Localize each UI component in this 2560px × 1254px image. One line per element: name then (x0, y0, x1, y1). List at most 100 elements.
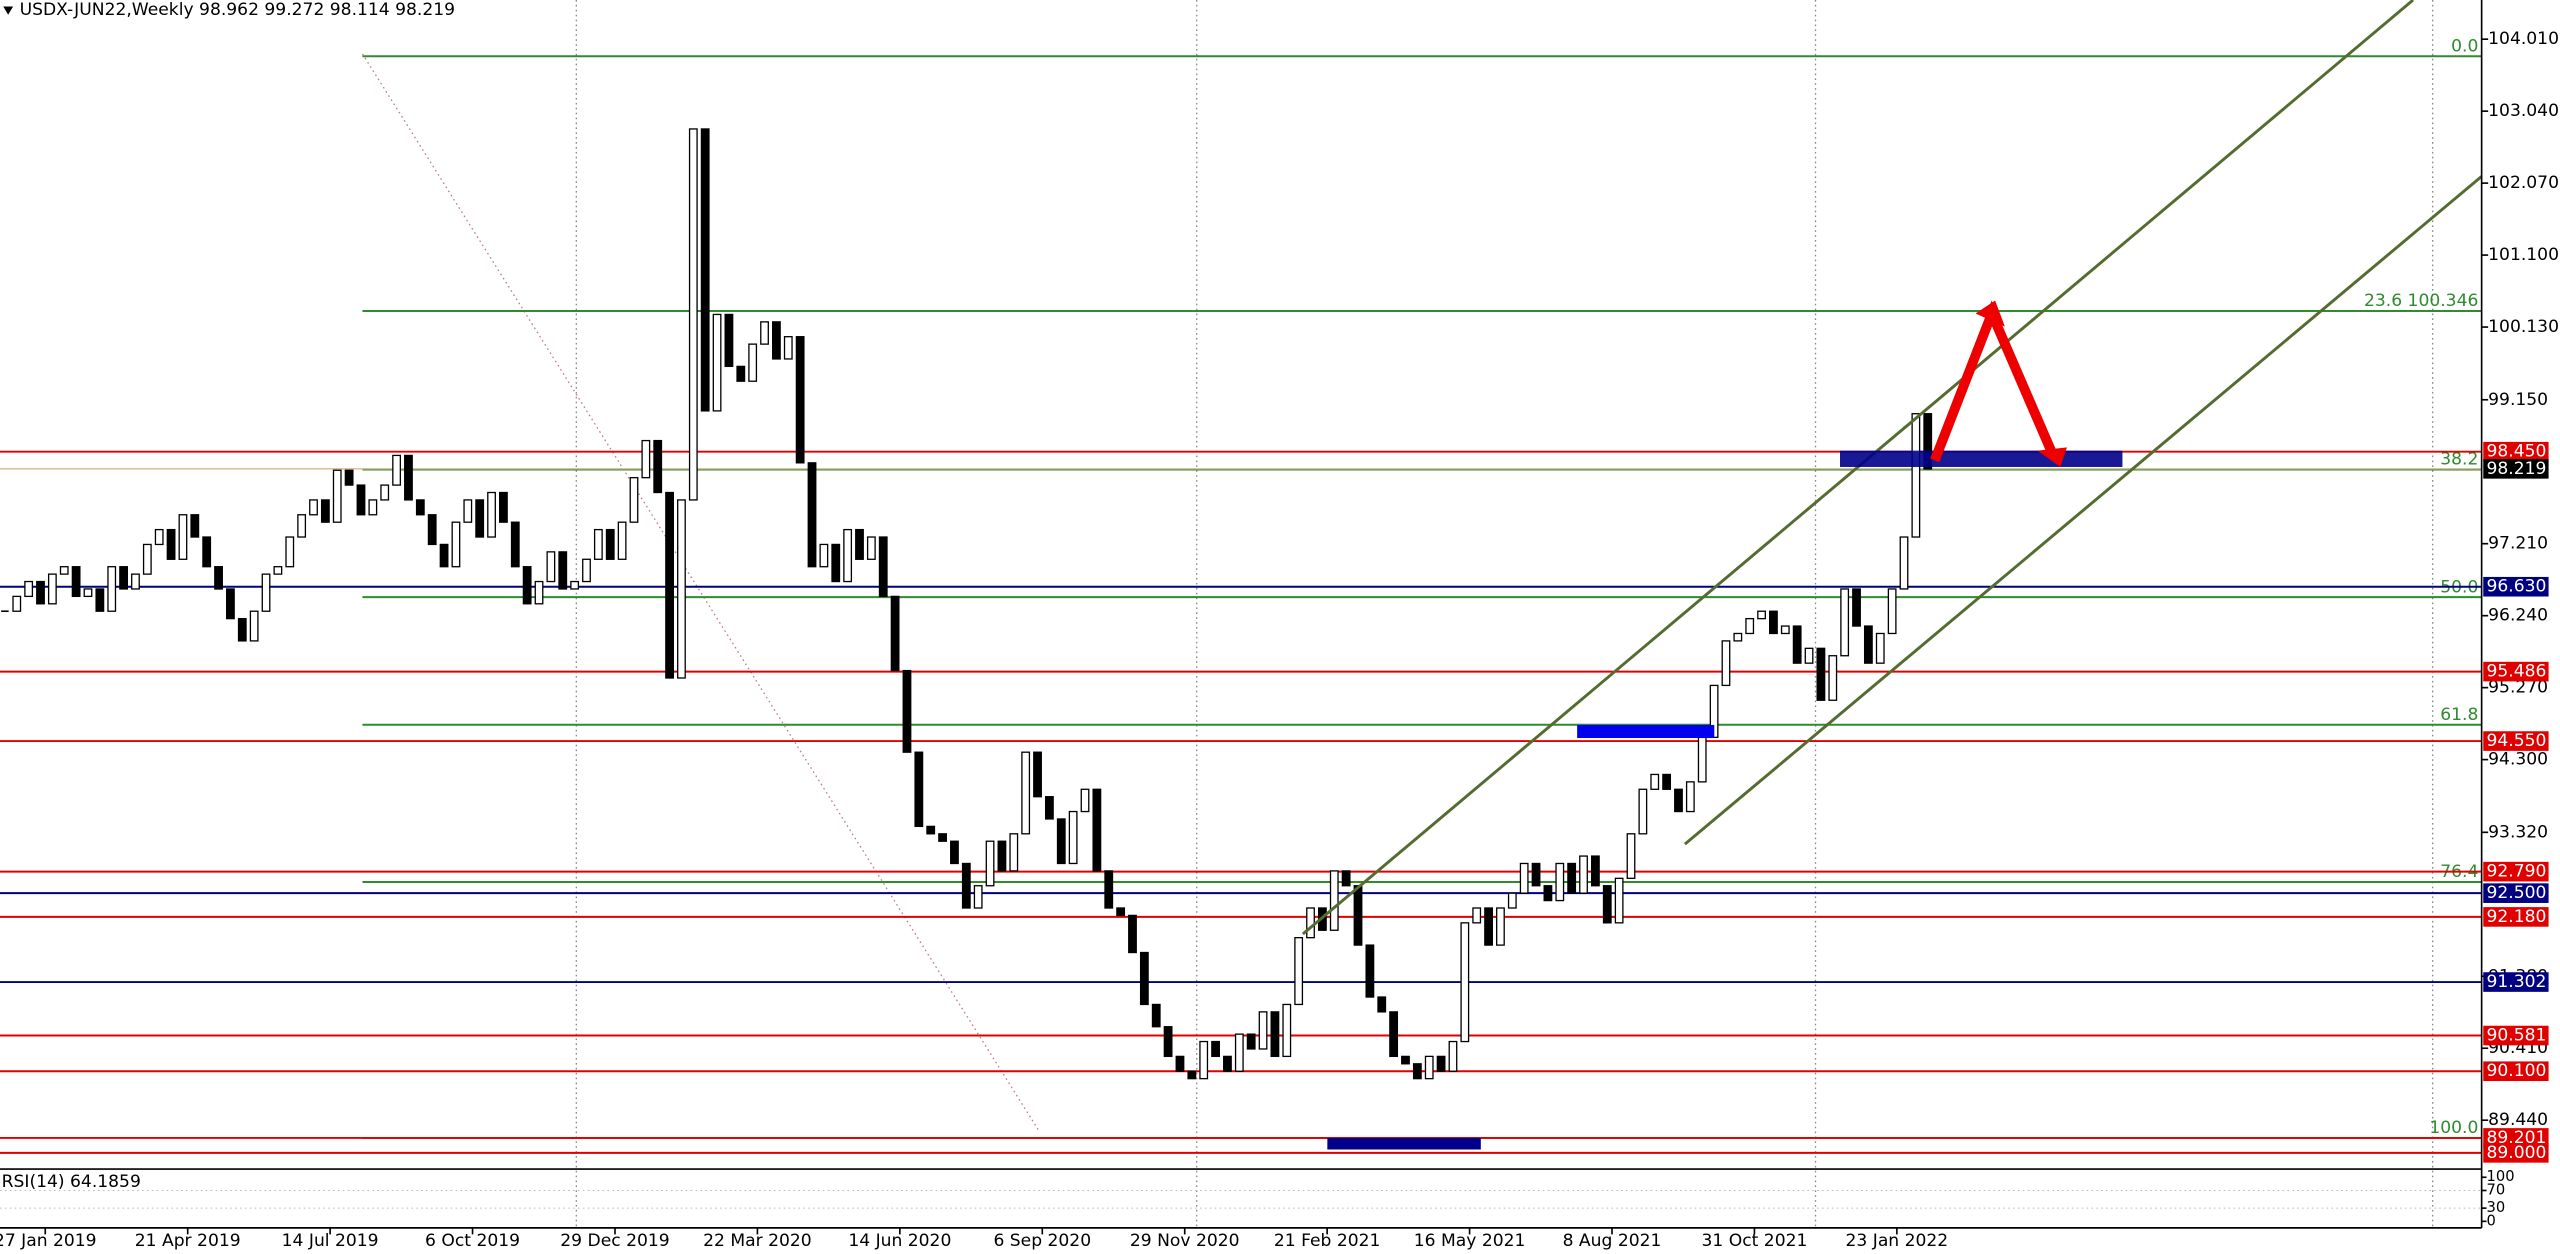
candle-body (546, 551, 556, 583)
candle-body (961, 862, 971, 909)
candle-body (1389, 1011, 1399, 1058)
level-label: 89.201 (2487, 1128, 2547, 1148)
candle-body (415, 499, 425, 516)
candle-body (499, 491, 508, 523)
current-price-label: 98.219 (2487, 459, 2547, 479)
candle-body (641, 439, 651, 479)
candle-body (1223, 1055, 1232, 1072)
fib-label: 100.0 (2429, 1118, 2478, 1138)
level-box (2483, 861, 2549, 882)
candle-body (582, 558, 591, 583)
candle-body (866, 536, 876, 560)
candle-body (487, 491, 496, 538)
zone (1327, 1138, 1481, 1150)
current-price-box (2483, 459, 2549, 479)
candle-body (1638, 788, 1648, 835)
candle-body (1911, 413, 1921, 538)
x-tick-label: 14 Jun 2020 (848, 1231, 951, 1251)
level-label: 92.790 (2487, 862, 2547, 882)
candle-body (1460, 922, 1470, 1043)
candle-body (1685, 781, 1695, 813)
candle-body (653, 439, 663, 494)
level-box (2483, 972, 2549, 992)
y-tick-label: 94.300 (2488, 750, 2548, 770)
candle-body (226, 588, 235, 620)
candle-body (1246, 1033, 1256, 1050)
candle-body (1329, 870, 1339, 931)
candle-body (700, 128, 710, 412)
x-tick-label: 14 Jul 2019 (282, 1231, 379, 1251)
candle-body (1852, 588, 1861, 627)
x-tick-label: 6 Sep 2020 (993, 1231, 1091, 1251)
candle-body (1009, 833, 1019, 872)
candle-body (380, 484, 390, 501)
candle-body (688, 128, 698, 501)
candle-body (795, 336, 805, 464)
fib-label: 23.6 100.346 (2364, 291, 2478, 311)
candle-body (1199, 1040, 1209, 1080)
candle-body (629, 477, 639, 523)
candle-body (1092, 788, 1102, 872)
candle-body (24, 580, 34, 598)
fib-label: 0.0 (2451, 36, 2478, 56)
y-tick-label: 96.240 (2488, 606, 2548, 626)
candle-body (1436, 1055, 1446, 1072)
candle-body (427, 514, 437, 546)
candle-body (522, 566, 532, 605)
candle-body (404, 454, 413, 501)
candle-body (1674, 788, 1683, 813)
candle-body (1875, 632, 1885, 664)
x-tick-label: 22 Mar 2020 (703, 1231, 812, 1251)
level-box (2483, 576, 2549, 597)
candle-body (534, 580, 544, 605)
level-label: 98.450 (2487, 442, 2547, 462)
arrow-head (2037, 447, 2067, 467)
candle-body (819, 543, 829, 568)
candle-body (1887, 588, 1897, 635)
y-tick-label: 89.440 (2488, 1110, 2548, 1130)
candle-body (1175, 1055, 1185, 1072)
y-tick-label: 100.130 (2488, 317, 2559, 337)
candle-body (285, 536, 295, 568)
candle-body (605, 528, 615, 560)
candle-body (1721, 640, 1731, 687)
candle-body (760, 321, 769, 345)
candle-body (309, 499, 318, 516)
candle-body (914, 751, 924, 828)
candle-body (214, 566, 223, 590)
indicator-tick-label: 0 (2487, 1212, 2496, 1229)
x-tick-label: 29 Nov 2020 (1130, 1231, 1240, 1251)
level-box (2483, 1061, 2549, 1082)
level-box (2483, 661, 2549, 682)
level-box (2483, 883, 2549, 903)
level-label: 90.100 (2487, 1061, 2547, 1081)
candle-body (261, 573, 271, 612)
candle-body (131, 573, 140, 590)
candle-body (1282, 1003, 1292, 1058)
candle-body (938, 833, 947, 842)
candle-body (1448, 1040, 1458, 1072)
candle-body (1780, 625, 1790, 635)
level-label: 94.550 (2487, 731, 2547, 751)
candle-body (249, 610, 259, 642)
candle-body (1472, 907, 1482, 924)
candle-body (1353, 885, 1363, 946)
candle-body (1614, 877, 1624, 924)
x-tick-label: 21 Apr 2019 (135, 1231, 241, 1251)
candle-body (902, 669, 912, 753)
indicator-tick-label: 70 (2487, 1181, 2506, 1198)
candle-body (107, 566, 117, 612)
y-tick-label: 93.320 (2488, 822, 2548, 842)
candle-body (142, 543, 152, 575)
candle-body (1828, 655, 1838, 701)
level-label: 90.581 (2487, 1026, 2547, 1046)
candle-body (1044, 796, 1054, 820)
candle-body (1365, 944, 1375, 998)
candle-body (36, 580, 45, 605)
y-tick-label: 104.010 (2488, 29, 2559, 49)
candle-body (1234, 1033, 1244, 1072)
candle-body (736, 365, 746, 382)
candle-body (1745, 617, 1755, 635)
